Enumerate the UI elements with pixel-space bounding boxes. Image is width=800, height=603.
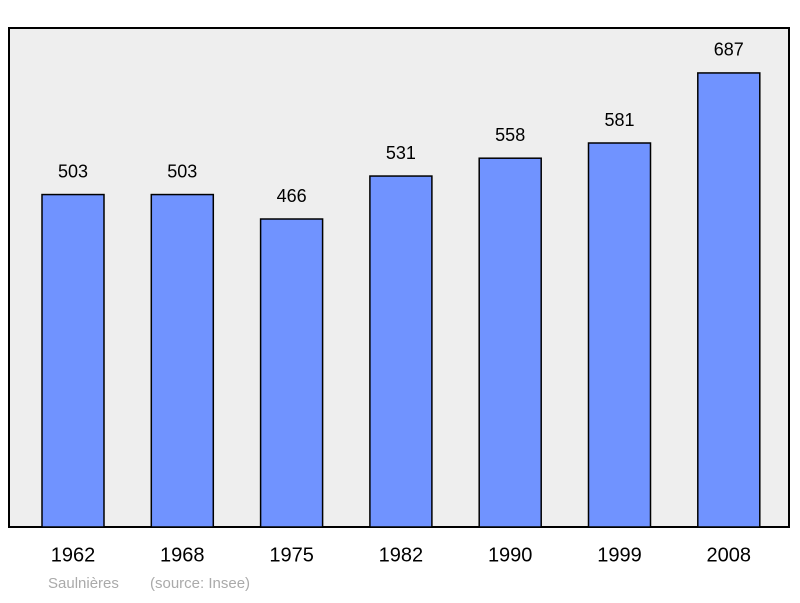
bar — [259, 218, 324, 528]
bar — [369, 175, 433, 528]
x-tick-label: 1999 — [597, 544, 642, 566]
value-label: 531 — [386, 143, 416, 163]
bar — [587, 142, 652, 528]
caption: Saulnières — [48, 575, 119, 592]
source: (source: Insee) — [150, 575, 250, 592]
bar — [41, 193, 105, 528]
x-tick-label: 1962 — [51, 544, 96, 566]
x-tick-label: 1990 — [488, 544, 533, 566]
x-tick-label: 1975 — [269, 544, 314, 566]
bar — [478, 157, 542, 528]
value-label: 581 — [604, 110, 634, 130]
x-tick-label: 1968 — [160, 544, 205, 566]
value-label: 503 — [58, 161, 88, 181]
value-label: 503 — [167, 161, 197, 181]
value-label: 687 — [714, 40, 744, 60]
x-tick-label: 1982 — [379, 544, 424, 566]
bar — [150, 193, 215, 528]
bar — [697, 72, 761, 528]
value-label: 466 — [277, 186, 307, 206]
value-label: 558 — [495, 125, 525, 145]
x-tick-label: 2008 — [707, 544, 752, 566]
